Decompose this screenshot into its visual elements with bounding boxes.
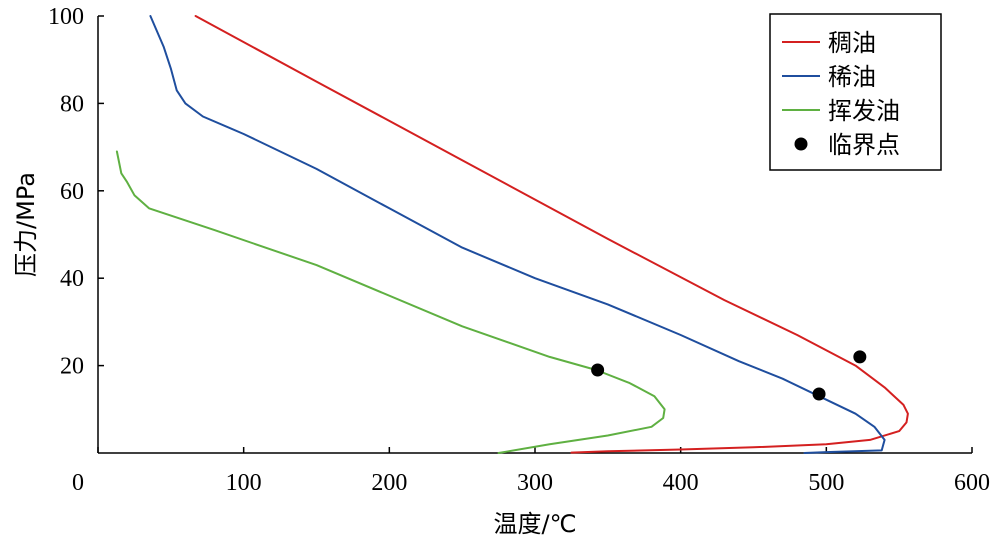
critical-point-layer xyxy=(591,350,867,401)
y-tick-label: 20 xyxy=(60,354,84,380)
x-tick-label: 500 xyxy=(808,470,844,496)
y-axis-title: 压力/MPa xyxy=(12,172,40,277)
x-tick-label: 100 xyxy=(226,470,262,496)
x-tick-label: 0 xyxy=(72,470,84,496)
series-line-2 xyxy=(149,15,886,454)
critical-point-marker xyxy=(591,363,605,377)
legend-label-critical-point: 临界点 xyxy=(828,131,900,159)
y-tick-label: 100 xyxy=(48,4,84,30)
series-line-1 xyxy=(194,15,909,454)
y-ticks: 20 40 60 80 100 xyxy=(48,4,104,380)
y-tick-label: 60 xyxy=(60,179,84,205)
x-ticks: 0 100 200 300 400 500 600 xyxy=(72,447,990,496)
x-axis-title: 温度/℃ xyxy=(493,510,576,538)
y-tick-label: 80 xyxy=(60,91,84,117)
legend-label-3: 挥发油 xyxy=(828,97,900,125)
x-tick-label: 200 xyxy=(371,470,407,496)
x-tick-label: 300 xyxy=(517,470,553,496)
legend-label-2: 稀油 xyxy=(828,63,876,91)
y-tick-label: 40 xyxy=(60,266,84,292)
plot-area: 20 40 60 80 100 0 100 200 300 400 500 600 xyxy=(48,4,990,496)
x-tick-label: 400 xyxy=(663,470,699,496)
critical-point-marker xyxy=(812,387,826,401)
x-tick-label: 600 xyxy=(954,470,990,496)
critical-point-marker xyxy=(853,350,867,364)
series-line-3 xyxy=(115,150,666,454)
series-layer xyxy=(115,15,909,454)
legend-marker-critical-point xyxy=(794,137,808,151)
legend-label-1: 稠油 xyxy=(828,29,876,57)
